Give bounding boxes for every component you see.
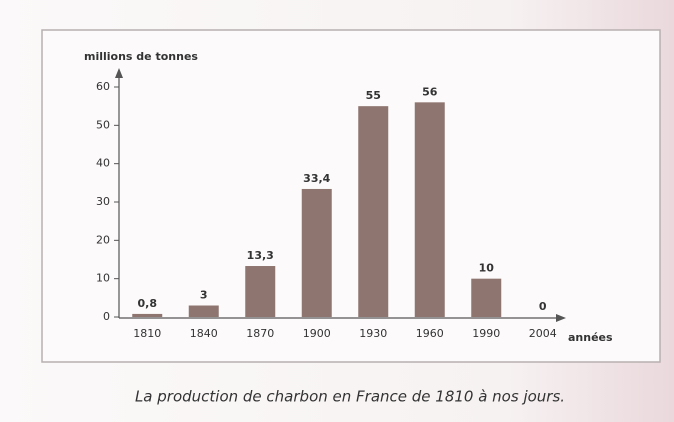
x-tick-label: 1840 [190, 327, 218, 340]
y-tick-label: 10 [96, 272, 110, 285]
x-tick-label: 2004 [529, 327, 557, 340]
value-label: 33,4 [303, 172, 330, 185]
x-tick-label: 1870 [246, 327, 274, 340]
x-axis-label: années [568, 331, 613, 344]
y-tick-label: 20 [96, 233, 110, 246]
value-label: 3 [200, 289, 208, 302]
x-tick-label: 1930 [359, 327, 387, 340]
value-label: 0 [539, 300, 547, 313]
bar [245, 266, 276, 317]
bar [471, 278, 502, 317]
y-tick-label: 40 [96, 157, 110, 170]
value-label: 10 [479, 262, 495, 275]
value-label: 13,3 [247, 249, 274, 262]
y-axis-label: millions de tonnes [84, 50, 198, 63]
value-label: 55 [366, 89, 381, 102]
bar [188, 305, 219, 317]
y-tick-label: 60 [96, 80, 110, 93]
x-axis-arrow [556, 314, 566, 322]
x-tick-label: 1990 [472, 327, 500, 340]
y-tick-label: 50 [96, 118, 110, 131]
value-label: 0,8 [138, 297, 158, 310]
x-tick-label: 1900 [303, 327, 331, 340]
bar [414, 102, 445, 317]
y-axis-arrow [115, 68, 123, 78]
y-tick-label: 30 [96, 195, 110, 208]
bar [132, 313, 163, 317]
bar [358, 106, 389, 318]
caption: La production de charbon en France de 18… [135, 388, 565, 406]
y-tick-label: 0 [103, 310, 110, 323]
chart-frame [41, 29, 661, 363]
x-tick-label: 1960 [416, 327, 444, 340]
x-tick-label: 1810 [133, 327, 161, 340]
value-label: 56 [422, 85, 438, 98]
bar [301, 188, 332, 317]
